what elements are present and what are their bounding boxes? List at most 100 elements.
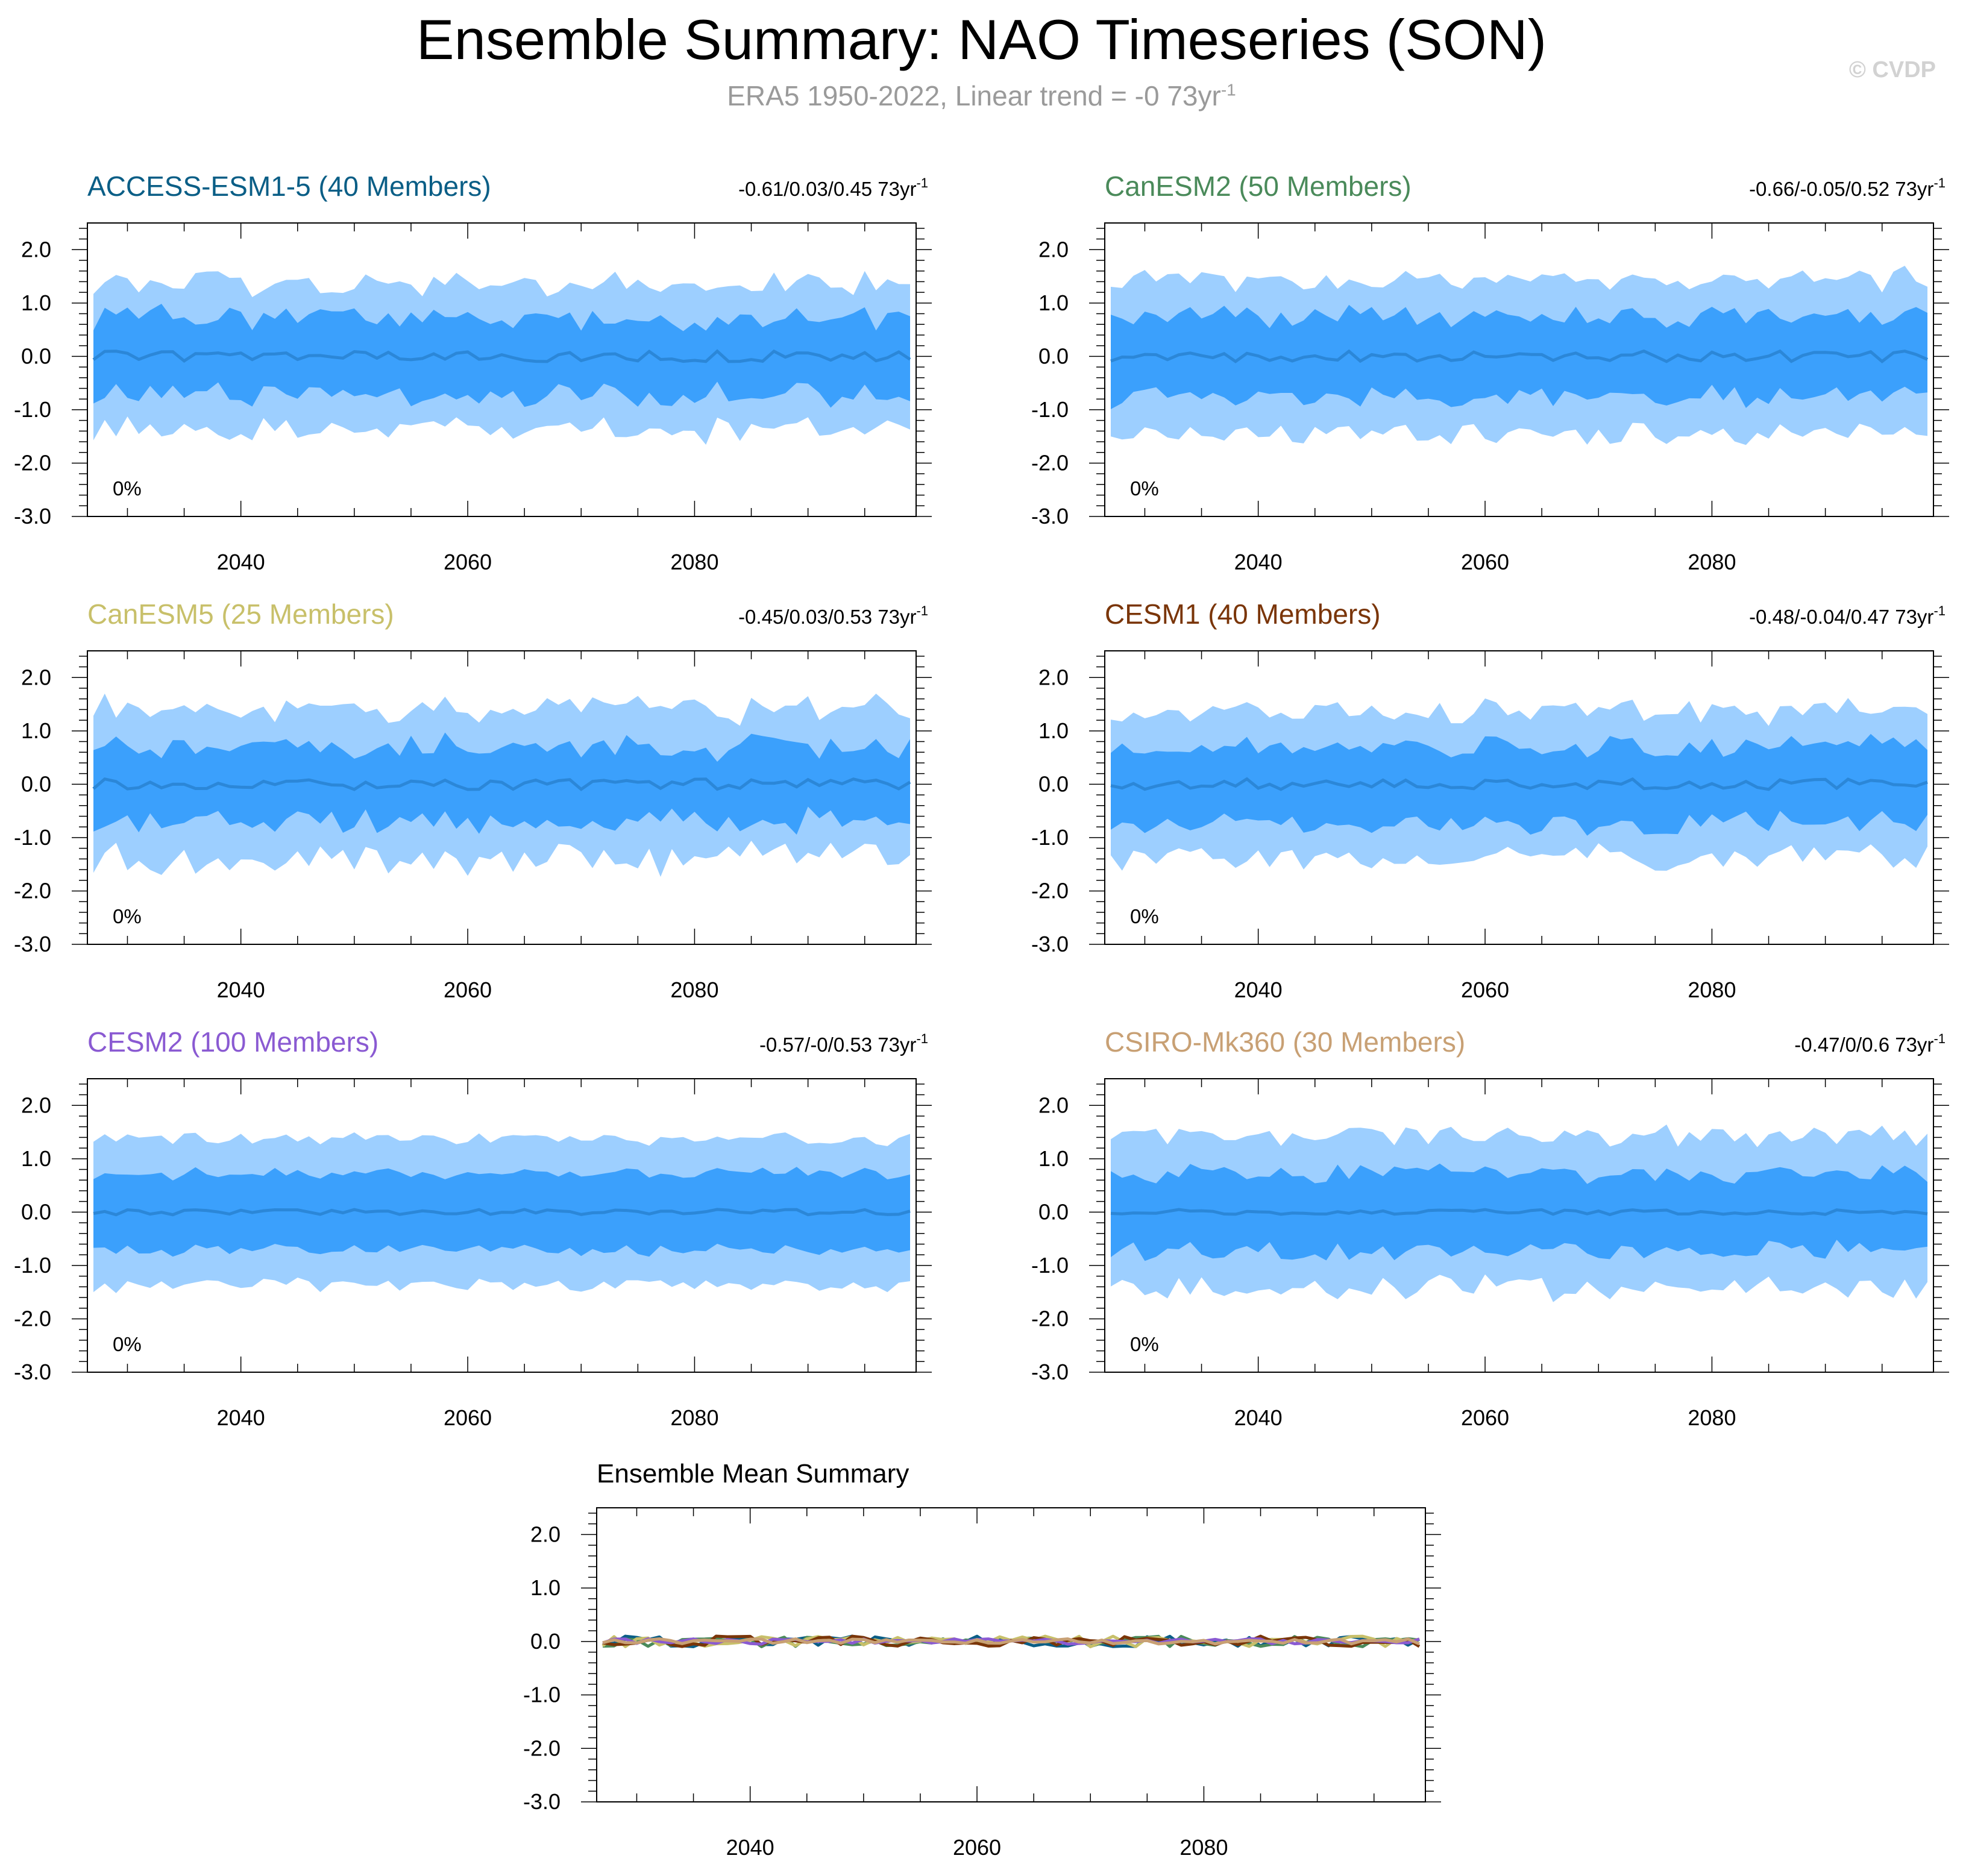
percent-label: 0%: [113, 905, 142, 927]
panel-title: CSIRO-Mk360 (30 Members): [1105, 1026, 1465, 1058]
y-tick-label: 1.0: [21, 290, 51, 315]
watermark: © CVDP: [1848, 57, 1936, 83]
x-tick-label: 2040: [217, 1405, 265, 1430]
panel-stat-superscript: -1: [916, 603, 928, 618]
y-tick-label: -2.0: [14, 450, 51, 475]
x-tick-label: 2080: [670, 550, 718, 574]
y-tick-label: 2.0: [1038, 237, 1069, 262]
panel-stat: -0.57/-0/0.53 73yr-1: [759, 1031, 928, 1056]
y-tick-label: 0.0: [21, 1199, 51, 1224]
x-tick-label: 2080: [670, 1405, 718, 1430]
y-tick-label: -1.0: [14, 1253, 51, 1278]
y-tick-label: -2.0: [14, 878, 51, 903]
x-tick-label: 2040: [1234, 977, 1283, 1002]
chart-panel-1: ACCESS-ESM1-5 (40 Members) -0.61/0.03/0.4…: [14, 171, 932, 574]
y-tick-label: 1.0: [21, 1146, 51, 1171]
y-tick-label: 2.0: [21, 1093, 51, 1117]
plot-frame: [596, 1507, 1426, 1802]
percent-label: 0%: [1130, 905, 1159, 927]
y-tick-label: -3.0: [1031, 932, 1069, 956]
plot-frame: [1104, 222, 1934, 517]
x-tick-label: 2080: [1688, 977, 1736, 1002]
panel-stat-value: -0.61/0.03/0.45 73yr: [738, 178, 916, 200]
y-tick-label: -2.0: [1031, 450, 1069, 475]
x-tick-label: 2060: [444, 977, 492, 1002]
ensemble-mean-line: [1110, 777, 1928, 791]
x-tick-label: 2060: [953, 1835, 1001, 1860]
x-tick-label: 2060: [444, 550, 492, 574]
panel-title: Ensemble Mean Summary: [597, 1459, 909, 1489]
plot-frame: [87, 222, 917, 517]
x-tick-label: 2040: [726, 1835, 774, 1860]
panel-stat-value: -0.47/0/0.6 73yr: [1794, 1034, 1933, 1056]
y-tick-label: 0.0: [530, 1629, 561, 1654]
x-tick-label: 2080: [1688, 1405, 1736, 1430]
y-tick-label: -3.0: [14, 1360, 51, 1384]
series-line-csiro-mk360: [602, 1637, 1420, 1646]
chart-panel-3: CanESM5 (25 Members) -0.45/0.03/0.53 73yr…: [14, 598, 932, 1002]
y-tick-label: -2.0: [14, 1306, 51, 1331]
page-title: Ensemble Summary: NAO Timeseries (SON): [416, 8, 1547, 71]
y-tick-label: 1.0: [530, 1575, 561, 1600]
plot-frame: [87, 1078, 917, 1373]
panel-stat-superscript: -1: [916, 1031, 928, 1046]
panel-stat-superscript: -1: [1933, 1031, 1946, 1046]
plot-frame: [1104, 650, 1934, 945]
chart-panel-5: CESM2 (100 Members) -0.57/-0/0.53 73yr-1 0…: [14, 1026, 932, 1430]
percent-label: 0%: [1130, 1333, 1159, 1355]
panel-stat-superscript: -1: [916, 175, 928, 190]
page-subtitle: ERA5 1950-2022, Linear trend = -0 73yr-1: [0, 80, 1963, 112]
y-tick-label: 1.0: [1038, 1146, 1069, 1171]
x-tick-label: 2040: [217, 977, 265, 1002]
y-tick-label: 2.0: [21, 665, 51, 689]
panel-stat: -0.45/0.03/0.53 73yr-1: [738, 603, 928, 628]
y-tick-label: -2.0: [1031, 1306, 1069, 1331]
inner-range-band: [1111, 304, 1927, 409]
y-tick-label: 2.0: [1038, 665, 1069, 689]
y-tick-label: -2.0: [523, 1736, 561, 1760]
percent-label: 0%: [113, 477, 142, 500]
y-tick-label: -3.0: [14, 932, 51, 956]
y-tick-label: -3.0: [1031, 504, 1069, 529]
y-tick-label: 0.0: [21, 344, 51, 368]
x-tick-label: 2040: [1234, 550, 1283, 574]
subtitle-text: ERA5 1950-2022, Linear trend = -0 73yr: [727, 80, 1221, 111]
y-tick-label: 1.0: [1038, 290, 1069, 315]
y-tick-label: 2.0: [21, 237, 51, 262]
x-tick-label: 2040: [217, 550, 265, 574]
ensemble-mean-line: [93, 1208, 911, 1217]
panel-title: CanESM2 (50 Members): [1105, 171, 1412, 202]
y-tick-label: 0.0: [1038, 1199, 1069, 1224]
y-tick-label: -3.0: [14, 504, 51, 529]
x-tick-label: 2060: [444, 1405, 492, 1430]
x-tick-label: 2060: [1461, 977, 1509, 1002]
panel-title: CESM2 (100 Members): [87, 1026, 378, 1058]
panel-stat: -0.48/-0.04/0.47 73yr-1: [1749, 603, 1946, 628]
panel-title: ACCESS-ESM1-5 (40 Members): [87, 171, 491, 202]
panel-stat-superscript: -1: [1933, 175, 1946, 190]
ensemble-mean-line: [1110, 349, 1929, 364]
y-tick-label: -2.0: [1031, 878, 1069, 903]
chart-panel-4: CESM1 (40 Members) -0.48/-0.04/0.47 73yr-…: [1031, 598, 1949, 1002]
panel-stat-value: -0.66/-0.05/0.52 73yr: [1749, 178, 1933, 200]
ensemble-mean-line: [92, 777, 911, 791]
y-tick-label: 0.0: [1038, 771, 1069, 796]
y-tick-label: -1.0: [14, 825, 51, 850]
ensemble-mean-line: [1110, 1208, 1928, 1217]
plot-frame: [87, 650, 917, 945]
panel-stat-superscript: -1: [1933, 603, 1946, 618]
panel-stat-value: -0.45/0.03/0.53 73yr: [738, 606, 916, 628]
x-tick-label: 2060: [1461, 550, 1509, 574]
y-tick-label: -1.0: [1031, 1253, 1069, 1278]
chart-panel-7: Ensemble Mean Summary 2.0 1.0 0.0 -1.0 -2.0 -3…: [523, 1459, 1441, 1860]
chart-panel-2: CanESM2 (50 Members) -0.66/-0.05/0.52 73y…: [1031, 171, 1949, 574]
y-tick-label: 2.0: [530, 1522, 561, 1546]
y-tick-label: -3.0: [523, 1789, 561, 1814]
panel-stat: -0.66/-0.05/0.52 73yr-1: [1749, 175, 1946, 200]
y-tick-label: 0.0: [1038, 344, 1069, 368]
y-tick-label: -1.0: [1031, 825, 1069, 850]
panel-title: CESM1 (40 Members): [1105, 598, 1381, 630]
panel-stat: -0.47/0/0.6 73yr-1: [1794, 1031, 1946, 1056]
panel-stat-value: -0.48/-0.04/0.47 73yr: [1749, 606, 1933, 628]
